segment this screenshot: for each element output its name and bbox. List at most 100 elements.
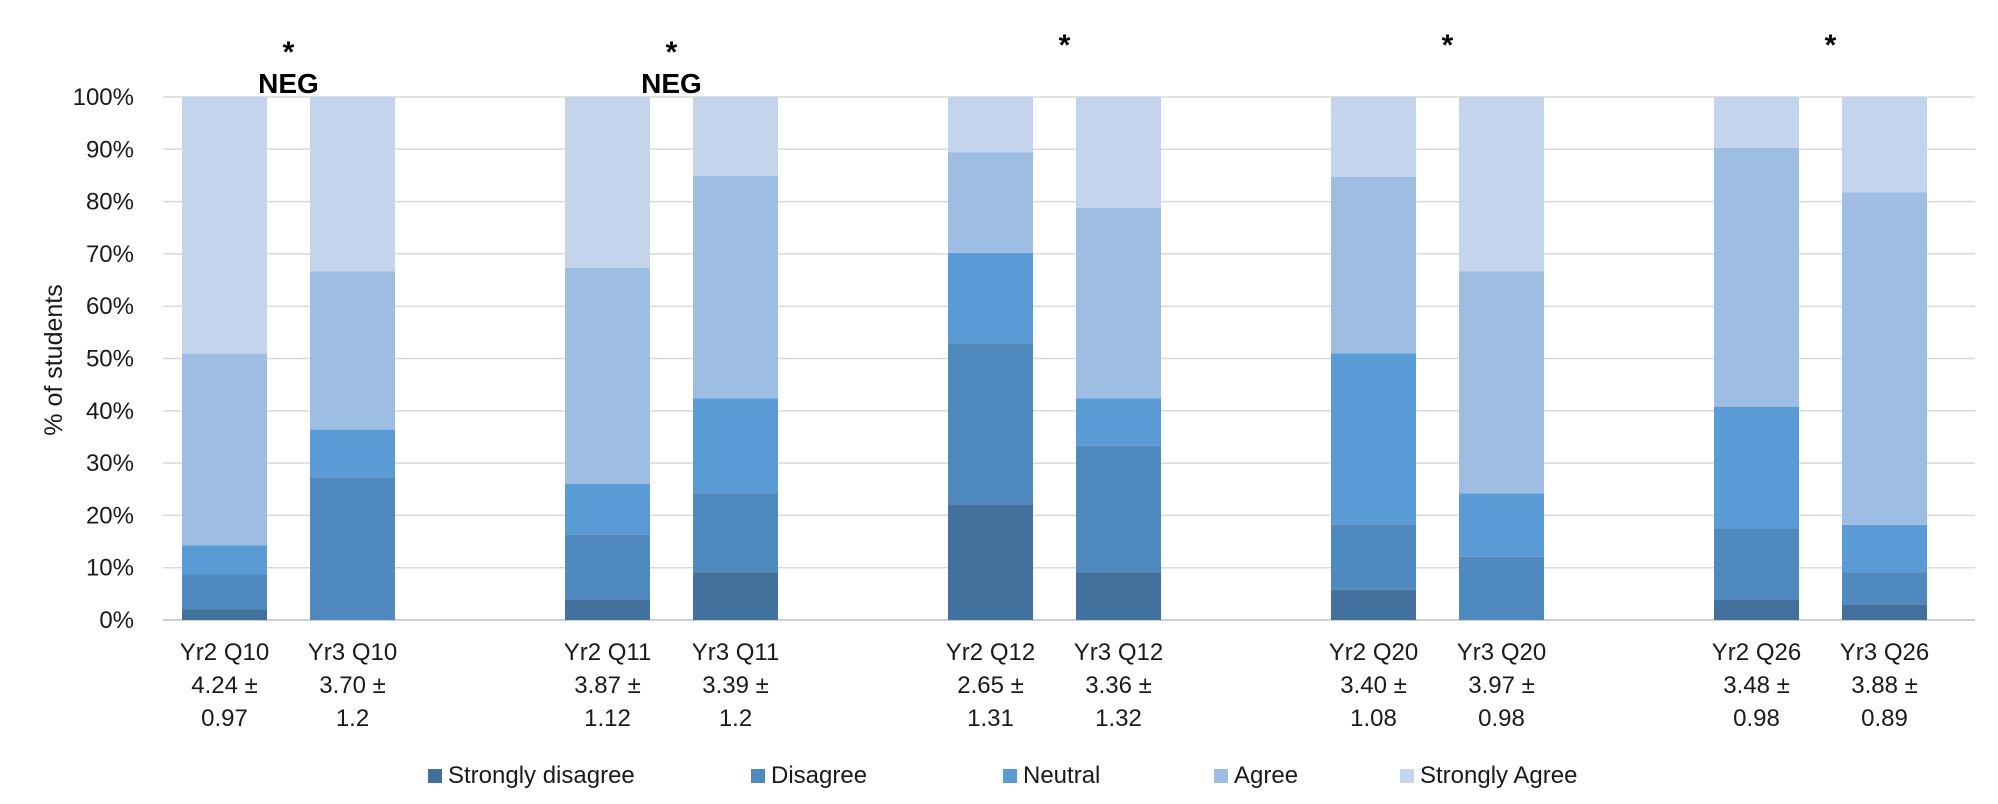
bar-segment-yr3-q12-disagree: [1076, 445, 1161, 573]
sd-label-yr3-q12: 1.32: [1095, 705, 1142, 732]
category-label-yr3-q20: Yr3 Q20: [1457, 639, 1546, 666]
mean-label-yr2-q26: 3.48 ±: [1723, 672, 1790, 699]
sd-label-yr3-q20: 0.98: [1478, 705, 1525, 732]
bar-segment-yr2-q20-disagree: [1331, 524, 1416, 590]
bar-segment-yr2-q12-strongly-agree: [948, 97, 1033, 153]
bar-segment-yr2-q26-disagree: [1714, 528, 1799, 600]
category-label-yr3-q11: Yr3 Q11: [692, 639, 780, 666]
annotation-significance-star: *: [1059, 29, 1071, 62]
annotation-significance-star: *: [1442, 29, 1454, 62]
bar-segment-yr2-q26-strongly-disagree: [1714, 599, 1799, 620]
category-label-yr2-q11: Yr2 Q11: [564, 639, 652, 666]
bar-segment-yr2-q20-agree: [1331, 177, 1416, 354]
bar-segment-yr2-q10-strongly-agree: [182, 97, 267, 354]
bar-segment-yr2-q10-disagree: [182, 574, 267, 610]
bar-segment-yr2-q10-strongly-disagree: [182, 609, 267, 620]
bar-segment-yr2-q11-strongly-agree: [565, 97, 650, 269]
bar-segment-yr2-q11-neutral: [565, 484, 650, 535]
legend-swatch-agree: [1214, 769, 1228, 783]
legend-swatch-strongly-disagree: [428, 769, 442, 783]
mean-label-yr2-q20: 3.40 ±: [1340, 672, 1407, 699]
bar-segment-yr2-q11-agree: [565, 268, 650, 485]
bar-segment-yr2-q20-neutral: [1331, 353, 1416, 525]
mean-label-yr3-q10: 3.70 ±: [319, 672, 386, 699]
bar-segment-yr3-q10-neutral: [310, 429, 395, 478]
sd-label-yr2-q26: 0.98: [1733, 705, 1780, 732]
mean-label-yr3-q12: 3.36 ±: [1085, 672, 1152, 699]
category-label-yr3-q12: Yr3 Q12: [1074, 639, 1163, 666]
bar-segment-yr3-q12-strongly-disagree: [1076, 572, 1161, 620]
sd-label-yr2-q11: 1.12: [584, 705, 631, 732]
y-tick-label: 0%: [99, 607, 134, 634]
bar-segment-yr3-q20-agree: [1459, 271, 1544, 494]
bars: [182, 97, 1927, 620]
bar-segment-yr2-q12-neutral: [948, 252, 1033, 344]
bar-segment-yr3-q10-disagree: [310, 477, 395, 620]
bar-segment-yr2-q26-strongly-agree: [1714, 97, 1799, 148]
y-tick-label: 60%: [86, 293, 134, 320]
category-label-yr2-q10: Yr2 Q10: [180, 639, 269, 666]
legend: Strongly disagree Disagree Neutral Agree Str…: [428, 762, 1577, 789]
y-tick-label: 70%: [86, 241, 134, 268]
bar-segment-yr3-q10-strongly-agree: [310, 97, 395, 272]
bar-segment-yr2-q10-neutral: [182, 545, 267, 575]
mean-label-yr3-q20: 3.97 ±: [1468, 672, 1535, 699]
legend-swatch-disagree: [751, 769, 765, 783]
bar-segment-yr2-q20-strongly-agree: [1331, 97, 1416, 178]
gridlines: [163, 96, 1975, 621]
bar-segment-yr2-q26-agree: [1714, 147, 1799, 407]
bar-segment-yr3-q26-agree: [1842, 192, 1927, 525]
legend-label-strongly-disagree: Strongly disagree: [448, 762, 635, 789]
annotations: NEG*NEG* * * *: [258, 29, 1837, 99]
bar-segment-yr2-q26-neutral: [1714, 406, 1799, 529]
bar-segment-yr3-q12-strongly-agree: [1076, 97, 1161, 208]
annotation-significance-star: *: [1825, 29, 1837, 62]
bar-segment-yr3-q11-disagree: [693, 493, 778, 573]
legend-label-disagree: Disagree: [771, 762, 867, 789]
bar-segment-yr2-q11-disagree: [565, 534, 650, 600]
bar-segment-yr2-q20-strongly-disagree: [1331, 589, 1416, 620]
bar-segment-yr3-q11-agree: [693, 175, 778, 399]
y-tick-label: 30%: [86, 450, 134, 477]
sd-label-yr3-q11: 1.2: [719, 705, 752, 732]
sd-label-yr3-q26: 0.89: [1861, 705, 1908, 732]
annotation-neg: NEG: [641, 68, 702, 99]
sd-label-yr2-q10: 0.97: [201, 705, 248, 732]
bar-segment-yr3-q11-strongly-agree: [693, 97, 778, 176]
mean-label-yr2-q12: 2.65 ±: [957, 672, 1024, 699]
category-label-yr3-q10: Yr3 Q10: [308, 639, 397, 666]
bar-segment-yr3-q12-agree: [1076, 207, 1161, 399]
legend-label-strongly-agree: Strongly Agree: [1420, 762, 1577, 789]
bar-segment-yr2-q11-strongly-disagree: [565, 599, 650, 620]
bar-segment-yr3-q20-strongly-agree: [1459, 97, 1544, 272]
bar-segment-yr3-q26-strongly-agree: [1842, 97, 1927, 193]
mean-label-yr2-q11: 3.87 ±: [574, 672, 641, 699]
bar-segment-yr2-q12-strongly-disagree: [948, 504, 1033, 620]
category-label-yr2-q26: Yr2 Q26: [1712, 639, 1801, 666]
annotation-significance-star: *: [666, 36, 678, 69]
y-tick-label: 90%: [86, 136, 134, 163]
category-labels: Yr2 Q10 4.24 ± 0.97 Yr3 Q10 3.70 ± 1.2 Yr2 Q11…: [180, 639, 1929, 732]
y-tick-label: 40%: [86, 398, 134, 425]
mean-label-yr3-q11: 3.39 ±: [702, 672, 769, 699]
bar-segment-yr3-q11-neutral: [693, 398, 778, 494]
y-tick-label: 80%: [86, 189, 134, 216]
legend-label-agree: Agree: [1234, 762, 1298, 789]
sd-label-yr2-q12: 1.31: [967, 705, 1014, 732]
annotation-significance-star: *: [283, 36, 295, 69]
mean-label-yr3-q26: 3.88 ±: [1851, 672, 1918, 699]
bar-segment-yr3-q26-disagree: [1842, 572, 1927, 605]
bar-segment-yr2-q12-disagree: [948, 343, 1033, 505]
bar-segment-yr2-q12-agree: [948, 152, 1033, 253]
sd-label-yr3-q10: 1.2: [336, 705, 369, 732]
mean-label-yr2-q10: 4.24 ±: [191, 672, 258, 699]
bar-segment-yr3-q20-disagree: [1459, 556, 1544, 620]
bar-segment-yr3-q26-neutral: [1842, 524, 1927, 573]
bar-segment-yr3-q26-strongly-disagree: [1842, 604, 1927, 620]
category-label-yr3-q26: Yr3 Q26: [1840, 639, 1929, 666]
bar-segment-yr3-q12-neutral: [1076, 398, 1161, 446]
y-axis-ticks: 0% 10% 20% 30% 40% 50% 60% 70% 80% 90% 100%: [73, 84, 134, 634]
bar-segment-yr2-q10-agree: [182, 353, 267, 546]
y-tick-label: 20%: [86, 502, 134, 529]
